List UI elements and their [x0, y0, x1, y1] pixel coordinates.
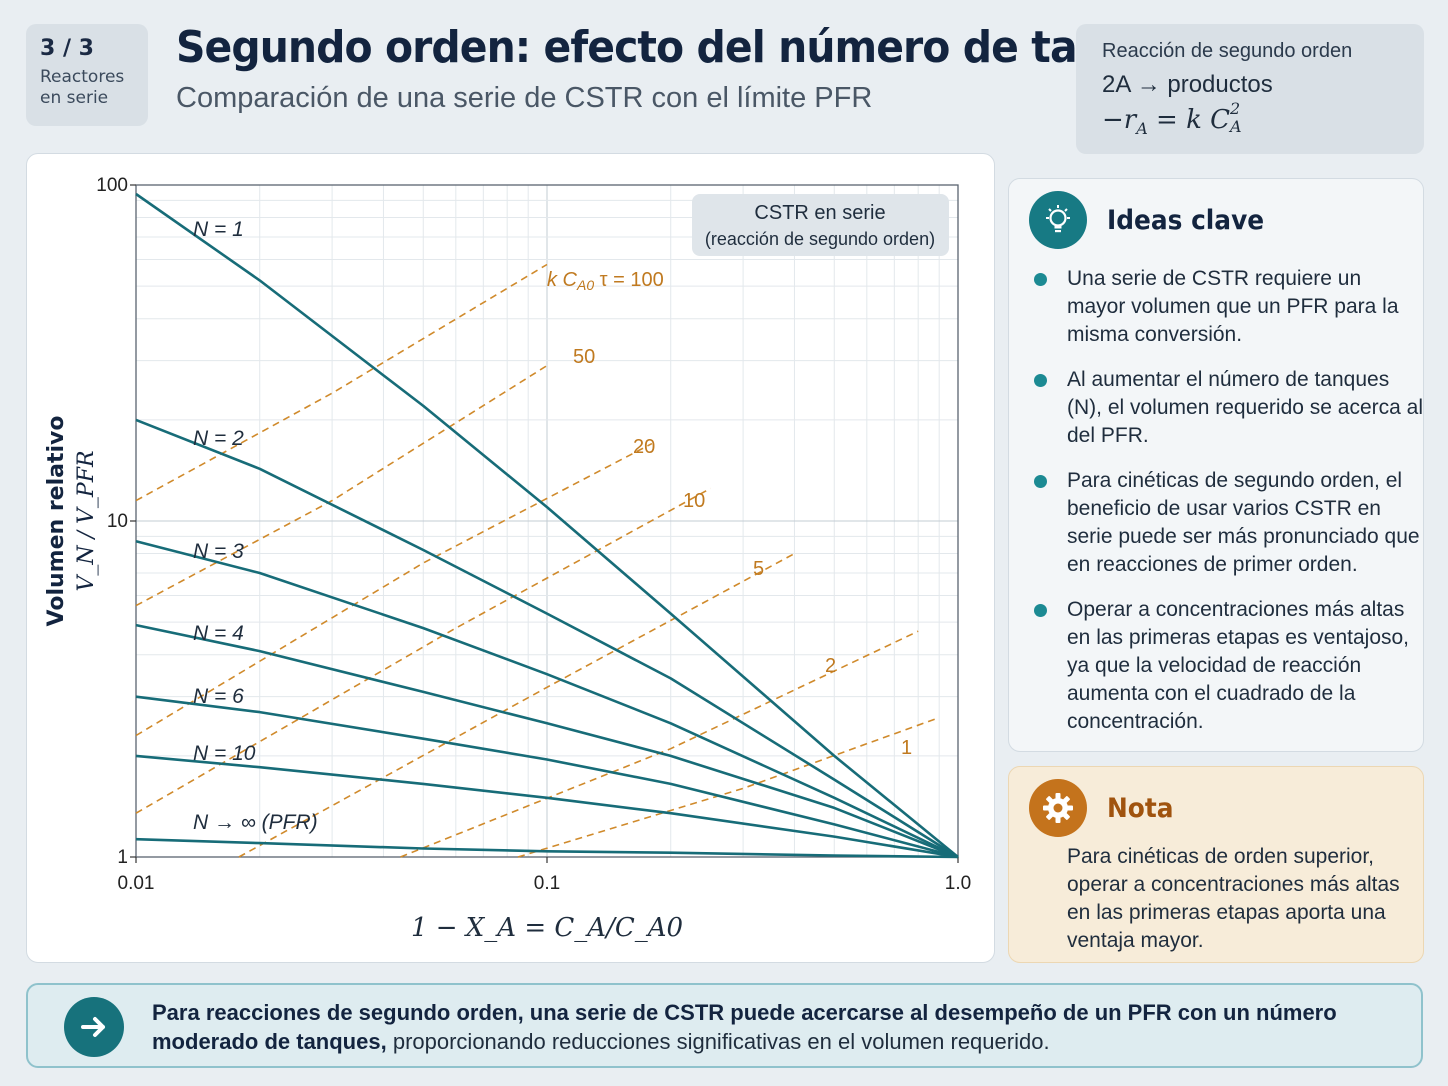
- idea-item: Una serie de CSTR requiere un mayor volu…: [1033, 265, 1423, 349]
- contour-line: [135, 487, 711, 814]
- idea-text: Operar a concentraciones más altas en la…: [1067, 598, 1410, 733]
- bullet-icon: [1034, 273, 1047, 286]
- rate-lhs: −r: [1102, 105, 1137, 135]
- idea-text: Al aumentar el número de tanques (N), el…: [1067, 368, 1423, 447]
- contour-label: 2: [825, 655, 836, 677]
- page-title: Segundo orden: efecto del número de tanq…: [176, 22, 1213, 73]
- contour-label: k CA0 τ = 100: [547, 269, 664, 293]
- series-label: N = 2: [193, 427, 244, 450]
- reaction-equation: 2A → productos: [1102, 71, 1273, 98]
- series-line: [135, 695, 959, 859]
- contour-label: 20: [633, 436, 655, 458]
- y-tick-label: 10: [107, 511, 128, 532]
- series-label: N → ∞ (PFR): [193, 811, 318, 834]
- contour-label-suffix: τ = 100: [594, 269, 664, 291]
- page-subtitle: Comparación de una serie de CSTR con el …: [176, 82, 873, 114]
- gear-icon: [1029, 779, 1087, 837]
- y-tick-label: 1: [117, 847, 128, 868]
- conclusion-bar: Para reacciones de segundo orden, una se…: [26, 983, 1423, 1068]
- idea-text: Para cinéticas de segundo orden, el bene…: [1067, 469, 1420, 576]
- page-badge-label-line1: Reactores: [40, 67, 125, 87]
- series-line: [135, 192, 959, 859]
- rate-sup: 2: [1230, 99, 1241, 118]
- contour-line: [238, 552, 795, 858]
- contour-label: 1: [901, 737, 912, 759]
- page-number: 3 / 3: [40, 36, 94, 61]
- series-line: [135, 623, 959, 859]
- page-badge: 3 / 3 Reactores en serie: [26, 24, 148, 126]
- y-axis-label: Volumen relativo: [44, 416, 69, 627]
- y-tick-label: 100: [96, 175, 128, 196]
- contour-line: [135, 263, 548, 502]
- series-label: N = 1: [193, 218, 244, 241]
- contour-label: 10: [683, 490, 705, 512]
- chart-grid: [135, 185, 958, 858]
- contour-label: 50: [573, 346, 595, 368]
- conclusion-normal: proporcionando reducciones significativa…: [386, 1029, 1050, 1054]
- lightbulb-icon: [1029, 191, 1087, 249]
- bullet-icon: [1034, 374, 1047, 387]
- nota-title: Nota: [1107, 792, 1174, 824]
- x-tick-label: 0.1: [534, 873, 560, 894]
- series-label: N = 3: [193, 540, 244, 563]
- conclusion-text: Para reacciones de segundo orden, una se…: [152, 998, 1421, 1056]
- page-badge-label: Reactores en serie: [40, 67, 134, 109]
- chart-panel: 0.01 0.1 1.0 1 10 100 1 − X_A = C_A/C_A0 Volume…: [26, 153, 995, 963]
- page-badge-label-line2: en serie: [40, 88, 109, 108]
- x-tick-label: 0.01: [118, 873, 155, 894]
- x-axis-label: 1 − X_A = C_A/C_A0: [411, 913, 683, 943]
- legend-line1: CSTR en serie: [754, 202, 885, 224]
- series-label: N = 4: [193, 622, 244, 645]
- rate-mid: = k C: [1147, 105, 1231, 135]
- reaction-box: Reacción de segundo orden 2A → productos…: [1076, 24, 1424, 154]
- idea-item: Al aumentar el número de tanques (N), el…: [1033, 366, 1423, 450]
- nota-panel: Nota Para cinéticas de orden superior, o…: [1008, 766, 1424, 963]
- contour-line: [135, 442, 653, 737]
- series-line: [135, 540, 959, 859]
- series-label: N = 6: [193, 685, 244, 708]
- ideas-header: Ideas clave: [1029, 191, 1278, 249]
- rate-sub2: A: [1230, 117, 1242, 136]
- legend-box-bg: [692, 194, 949, 256]
- series-line: [135, 837, 959, 859]
- x-tick-label: 1.0: [945, 873, 971, 894]
- y-axis-sublabel: V_N / V_PFR: [74, 450, 99, 591]
- contour-line: [400, 630, 919, 858]
- contour-line: [135, 364, 548, 607]
- reaction-title: Reacción de segundo orden: [1102, 40, 1353, 62]
- idea-item: Operar a concentraciones más altas en la…: [1033, 596, 1423, 736]
- series-line: [135, 418, 959, 859]
- contour-line: [517, 716, 940, 858]
- series-line: [135, 754, 959, 859]
- contour-label-prefix: k C: [547, 269, 578, 291]
- idea-text: Una serie de CSTR requiere un mayor volu…: [1067, 267, 1399, 346]
- nota-header: Nota: [1029, 779, 1179, 837]
- bullet-icon: [1034, 604, 1047, 617]
- conclusion-bold: Para reacciones de segundo orden, una se…: [152, 1000, 1337, 1054]
- chart-svg: 0.01 0.1 1.0 1 10 100 1 − X_A = C_A/C_A0 Volume…: [44, 175, 971, 943]
- ideas-list: Una serie de CSTR requiere un mayor volu…: [1033, 265, 1423, 753]
- rate-sub: A: [1136, 119, 1148, 139]
- ideas-panel: Ideas clave Una serie de CSTR requiere u…: [1008, 178, 1424, 752]
- legend-line2: (reacción de segundo orden): [705, 229, 935, 249]
- nota-text: Para cinéticas de orden superior, operar…: [1067, 845, 1400, 952]
- idea-item: Para cinéticas de segundo orden, el bene…: [1033, 467, 1423, 579]
- bullet-icon: [1034, 475, 1047, 488]
- contour-label-sub: A0: [576, 277, 594, 293]
- series-label: N = 10: [193, 742, 256, 765]
- ideas-title: Ideas clave: [1107, 204, 1265, 236]
- legend-box: CSTR en serie (reacción de segundo orden): [692, 194, 949, 256]
- contour-label: 5: [753, 558, 764, 580]
- arrow-right-icon: [64, 997, 124, 1057]
